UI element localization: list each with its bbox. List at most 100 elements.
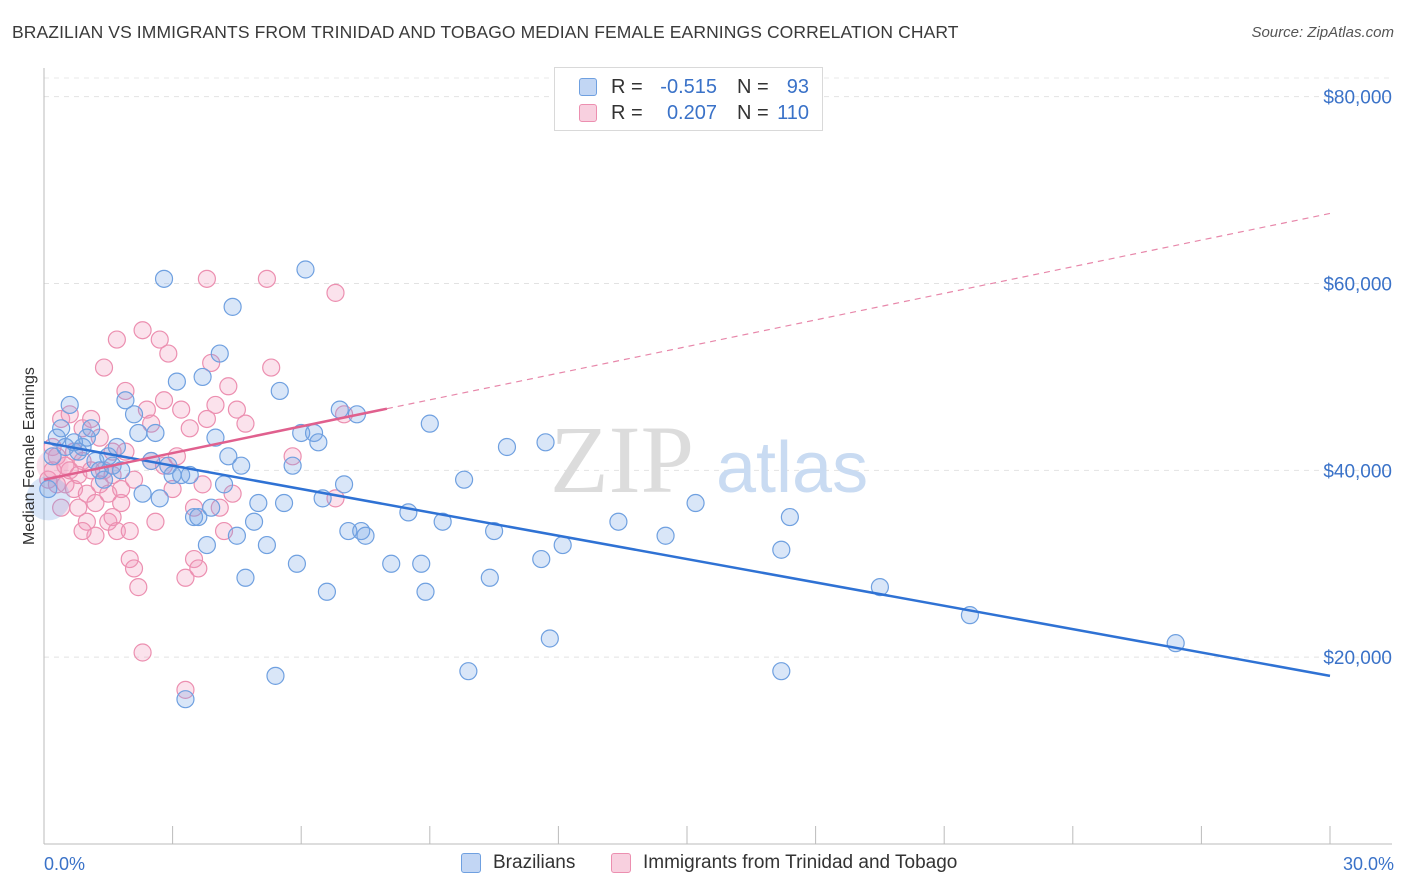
legend-swatch-pink bbox=[611, 853, 631, 873]
cluster-blob bbox=[26, 476, 71, 521]
data-point bbox=[283, 447, 302, 466]
data-point bbox=[120, 521, 139, 541]
source-label: Source: ZipAtlas.com bbox=[1251, 24, 1394, 41]
legend-r-label: R = bbox=[611, 101, 643, 124]
chart-title: BRAZILIAN VS IMMIGRANTS FROM TRINIDAD AN… bbox=[12, 22, 959, 42]
tick-labels: $20,000 $40,000 $60,000 $80,000 0.0% 30.0% bbox=[44, 88, 1394, 874]
data-point bbox=[193, 367, 212, 387]
data-point bbox=[167, 372, 186, 391]
data-point bbox=[150, 489, 169, 508]
stats-legend: R = -0.515 N = 93 R = 0.207 N = 110 bbox=[554, 67, 823, 131]
data-point bbox=[180, 419, 199, 438]
data-point bbox=[772, 662, 791, 681]
data-point bbox=[172, 400, 191, 419]
data-point bbox=[184, 549, 204, 569]
data-point bbox=[540, 629, 559, 648]
data-point bbox=[197, 409, 216, 429]
data-point bbox=[82, 409, 101, 429]
watermark-zip: ZIP bbox=[550, 406, 694, 513]
data-point bbox=[60, 395, 79, 415]
data-point bbox=[257, 269, 277, 288]
data-point bbox=[416, 582, 435, 601]
data-point bbox=[270, 381, 289, 401]
data-point bbox=[485, 521, 504, 541]
data-point bbox=[236, 568, 255, 587]
data-point bbox=[120, 549, 139, 569]
data-point bbox=[163, 479, 182, 499]
data-point bbox=[420, 414, 439, 433]
data-point bbox=[656, 526, 675, 545]
data-point bbox=[326, 283, 345, 302]
x-tick-label: 0.0% bbox=[44, 854, 85, 874]
data-point bbox=[249, 493, 268, 513]
y-tick-label: $20,000 bbox=[1323, 648, 1392, 669]
legend-r-value: -0.515 bbox=[660, 75, 717, 98]
data-point bbox=[39, 479, 58, 499]
data-point bbox=[60, 405, 79, 424]
data-point bbox=[184, 507, 204, 527]
data-point bbox=[142, 414, 161, 433]
y-axis-title: Median Female Earnings bbox=[21, 367, 38, 545]
y-tick-label: $60,000 bbox=[1323, 275, 1392, 296]
data-point bbox=[112, 479, 131, 499]
data-point bbox=[772, 540, 791, 559]
data-point bbox=[339, 521, 358, 541]
y-tick-label: $40,000 bbox=[1323, 461, 1392, 482]
data-point bbox=[780, 507, 799, 527]
legend-item-brazilians[interactable]: Brazilians bbox=[461, 852, 575, 874]
data-point bbox=[133, 643, 152, 662]
data-point bbox=[262, 358, 281, 377]
data-point bbox=[116, 391, 135, 410]
data-point bbox=[124, 405, 144, 424]
data-point bbox=[870, 578, 890, 597]
data-point bbox=[124, 559, 144, 578]
data-point bbox=[52, 409, 71, 429]
data-point bbox=[197, 269, 216, 288]
data-point bbox=[124, 470, 144, 489]
data-point bbox=[532, 549, 551, 569]
legend-item-trinidad[interactable]: Immigrants from Trinidad and Tobago bbox=[611, 852, 957, 874]
legend-n-value: 110 bbox=[777, 101, 809, 124]
data-point bbox=[266, 666, 285, 685]
data-point bbox=[77, 428, 96, 447]
data-point bbox=[176, 680, 195, 699]
data-point bbox=[223, 297, 242, 316]
data-point bbox=[189, 559, 208, 578]
trend-line-brazilians bbox=[43, 441, 1331, 678]
data-point bbox=[94, 470, 114, 489]
data-point bbox=[536, 433, 555, 452]
data-point bbox=[206, 395, 225, 415]
data-point bbox=[274, 493, 294, 513]
data-point bbox=[116, 381, 135, 401]
data-point bbox=[154, 391, 174, 410]
data-point bbox=[43, 447, 62, 466]
data-point bbox=[433, 512, 452, 531]
legend-n-label: N = bbox=[737, 75, 769, 98]
data-point bbox=[146, 512, 165, 531]
data-point bbox=[112, 461, 131, 480]
y-tick-label: $80,000 bbox=[1323, 88, 1392, 109]
data-point bbox=[133, 321, 152, 340]
trend-line-trinidad bbox=[43, 407, 388, 481]
legend-n-value: 93 bbox=[786, 75, 809, 98]
data-point bbox=[176, 690, 195, 709]
data-point bbox=[197, 535, 216, 555]
data-point bbox=[330, 400, 349, 419]
data-point bbox=[480, 568, 499, 587]
data-point bbox=[107, 330, 126, 349]
data-point bbox=[296, 260, 315, 279]
data-point bbox=[236, 414, 255, 433]
data-point bbox=[107, 437, 126, 457]
data-point bbox=[382, 554, 401, 573]
data-point bbox=[210, 344, 229, 363]
legend-r-label: R = bbox=[611, 75, 643, 98]
data-point bbox=[73, 521, 92, 541]
x-tick-label: 30.0% bbox=[1343, 854, 1394, 874]
data-point bbox=[292, 423, 311, 443]
data-point bbox=[52, 419, 71, 438]
data-point bbox=[86, 493, 105, 513]
trend-line-trinidad-extension bbox=[386, 212, 1331, 410]
watermark: ZIP atlas bbox=[550, 406, 868, 513]
blue-series-points bbox=[26, 260, 1185, 709]
